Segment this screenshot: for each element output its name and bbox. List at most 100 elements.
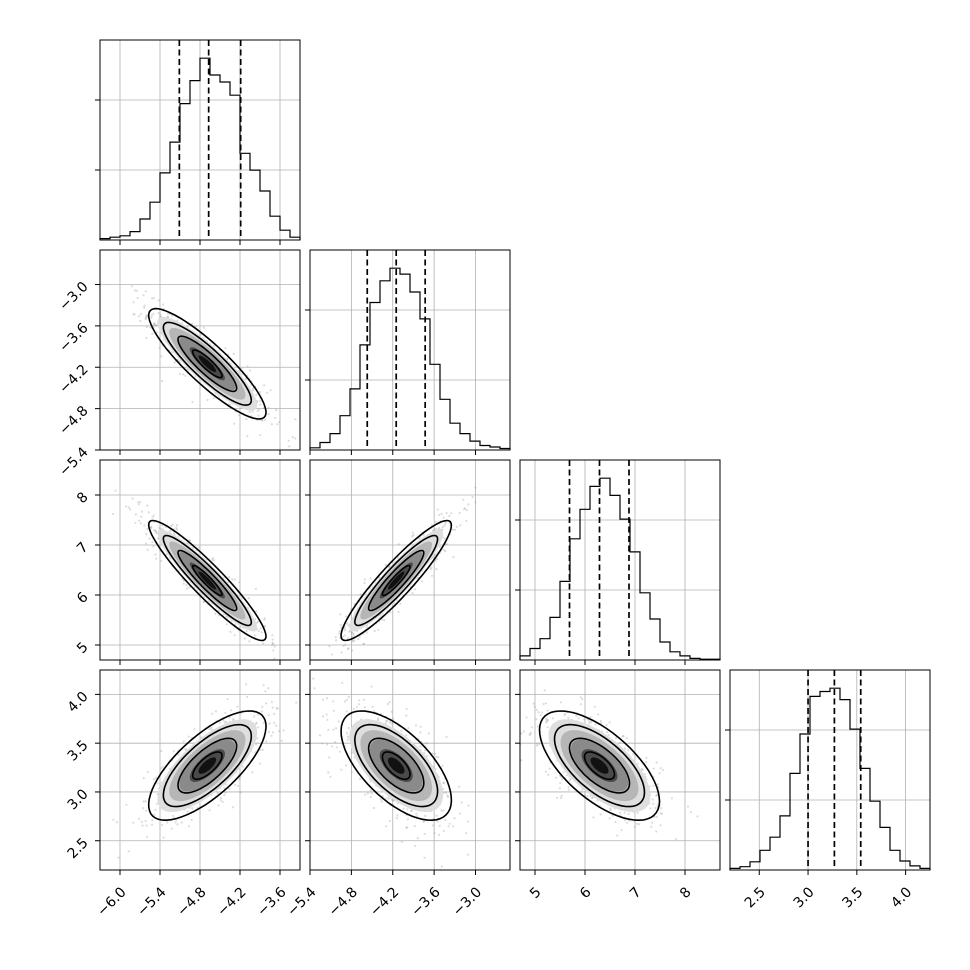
density-fill	[198, 757, 217, 774]
sample-point	[145, 315, 148, 318]
sample-point	[453, 817, 456, 820]
sample-point	[130, 285, 133, 288]
sample-point	[275, 707, 278, 710]
sample-point	[232, 352, 235, 355]
sample-point	[347, 695, 350, 699]
sample-point	[420, 580, 424, 583]
x-tick-label: −3.6	[408, 884, 443, 919]
contour-line-0	[583, 751, 616, 781]
sample-point	[385, 825, 388, 828]
sample-point	[539, 713, 542, 717]
sample-point	[278, 421, 281, 424]
sample-point	[438, 545, 441, 548]
sample-point	[373, 629, 376, 633]
sample-point	[575, 714, 578, 718]
sample-point	[618, 741, 622, 744]
x-tick-label: −3.0	[450, 884, 485, 919]
sample-point	[155, 324, 158, 327]
sample-point	[377, 717, 380, 720]
sample-point	[445, 791, 448, 795]
sample-point	[385, 719, 388, 723]
contour-line-0	[381, 564, 411, 597]
sample-point	[344, 643, 347, 646]
sample-point	[532, 702, 535, 705]
sample-point	[625, 737, 628, 740]
sample-point	[223, 794, 226, 797]
sample-point	[696, 815, 699, 818]
sample-point	[414, 724, 418, 727]
sample-point	[127, 506, 131, 509]
sample-point	[214, 710, 217, 713]
sample-point	[645, 756, 648, 759]
sample-point	[312, 677, 315, 680]
y-tick-label: 5	[74, 639, 92, 657]
sample-point	[219, 796, 222, 800]
sample-point	[347, 647, 350, 650]
contour-line-0	[191, 349, 223, 379]
sample-point	[351, 639, 355, 642]
sample-point	[339, 613, 342, 616]
sample-point	[249, 369, 252, 372]
sample-point	[435, 814, 438, 817]
sample-point	[412, 533, 415, 537]
sample-point	[432, 824, 435, 827]
sample-point	[465, 509, 468, 512]
sample-point	[170, 351, 173, 354]
sample-point	[158, 526, 161, 530]
sample-point	[269, 389, 272, 392]
sample-point	[144, 819, 147, 823]
sample-point	[153, 529, 156, 532]
sample-point	[528, 733, 531, 736]
sample-point	[624, 747, 627, 750]
sample-point	[422, 820, 425, 823]
sample-point	[273, 712, 276, 716]
sample-point	[462, 498, 465, 501]
sample-point	[458, 511, 461, 514]
sample-point	[282, 729, 285, 732]
sample-point	[233, 634, 236, 637]
sample-point	[238, 414, 241, 417]
sample-point	[559, 701, 562, 704]
sample-point	[144, 800, 147, 803]
sample-point	[339, 624, 342, 627]
sample-point	[520, 732, 523, 735]
density-panel-3-0	[99, 669, 301, 871]
sample-point	[434, 520, 437, 524]
sample-point	[430, 574, 434, 577]
sample-point	[134, 513, 137, 516]
sample-point	[413, 825, 416, 828]
sample-point	[434, 554, 437, 557]
sample-point	[411, 592, 414, 595]
histogram-3	[729, 687, 931, 870]
sample-point	[165, 553, 168, 556]
sample-point	[438, 513, 441, 516]
sample-point	[551, 717, 554, 720]
sample-point	[645, 761, 648, 764]
sample-point	[464, 507, 467, 510]
sample-point	[586, 794, 589, 798]
contour-line-3	[147, 519, 267, 642]
sample-point	[275, 724, 278, 727]
sample-point	[270, 701, 273, 704]
sample-point	[627, 812, 630, 816]
sample-point	[406, 808, 409, 811]
sample-point	[139, 522, 142, 525]
sample-point	[141, 824, 144, 827]
sample-point	[173, 361, 176, 364]
sample-point	[330, 653, 334, 656]
sample-point	[450, 512, 453, 515]
sample-point	[615, 737, 618, 740]
x-tick-label: −4.2	[367, 884, 402, 919]
sample-point	[137, 315, 140, 318]
sample-point	[506, 705, 508, 707]
sample-point	[605, 731, 609, 734]
sample-point	[148, 537, 151, 540]
sample-point	[225, 623, 228, 626]
sample-point	[131, 497, 134, 500]
sample-point	[352, 634, 355, 637]
y-tick-label: 8	[74, 489, 92, 507]
contour-line-1	[367, 549, 425, 612]
sample-point	[267, 687, 270, 690]
sample-point	[451, 528, 454, 531]
sample-point	[125, 803, 128, 806]
